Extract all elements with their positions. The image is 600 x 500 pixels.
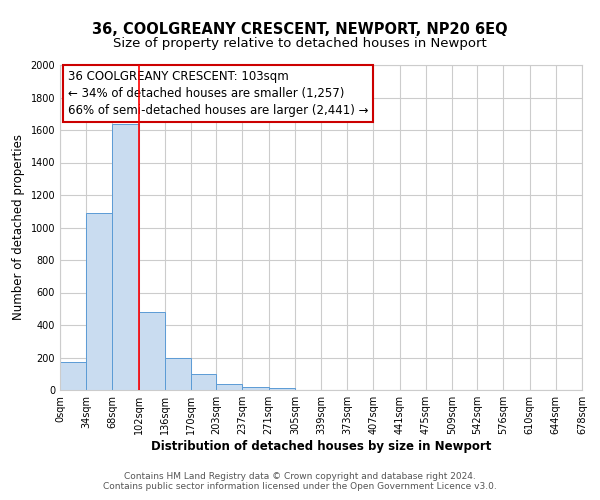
X-axis label: Distribution of detached houses by size in Newport: Distribution of detached houses by size … — [151, 440, 491, 453]
Bar — [139, 312, 165, 390]
Bar — [191, 374, 216, 390]
Text: Size of property relative to detached houses in Newport: Size of property relative to detached ho… — [113, 38, 487, 51]
Bar — [112, 124, 139, 390]
Text: Contains HM Land Registry data © Crown copyright and database right 2024.: Contains HM Land Registry data © Crown c… — [124, 472, 476, 481]
Text: Contains public sector information licensed under the Open Government Licence v3: Contains public sector information licen… — [103, 482, 497, 491]
Bar — [165, 358, 191, 390]
Bar — [216, 384, 242, 390]
Text: 36, COOLGREANY CRESCENT, NEWPORT, NP20 6EQ: 36, COOLGREANY CRESCENT, NEWPORT, NP20 6… — [92, 22, 508, 38]
Bar — [242, 387, 269, 390]
Bar — [269, 388, 295, 390]
Bar — [86, 213, 112, 390]
Bar — [60, 362, 86, 390]
Text: 36 COOLGREANY CRESCENT: 103sqm
← 34% of detached houses are smaller (1,257)
66% : 36 COOLGREANY CRESCENT: 103sqm ← 34% of … — [68, 70, 368, 117]
Y-axis label: Number of detached properties: Number of detached properties — [12, 134, 25, 320]
